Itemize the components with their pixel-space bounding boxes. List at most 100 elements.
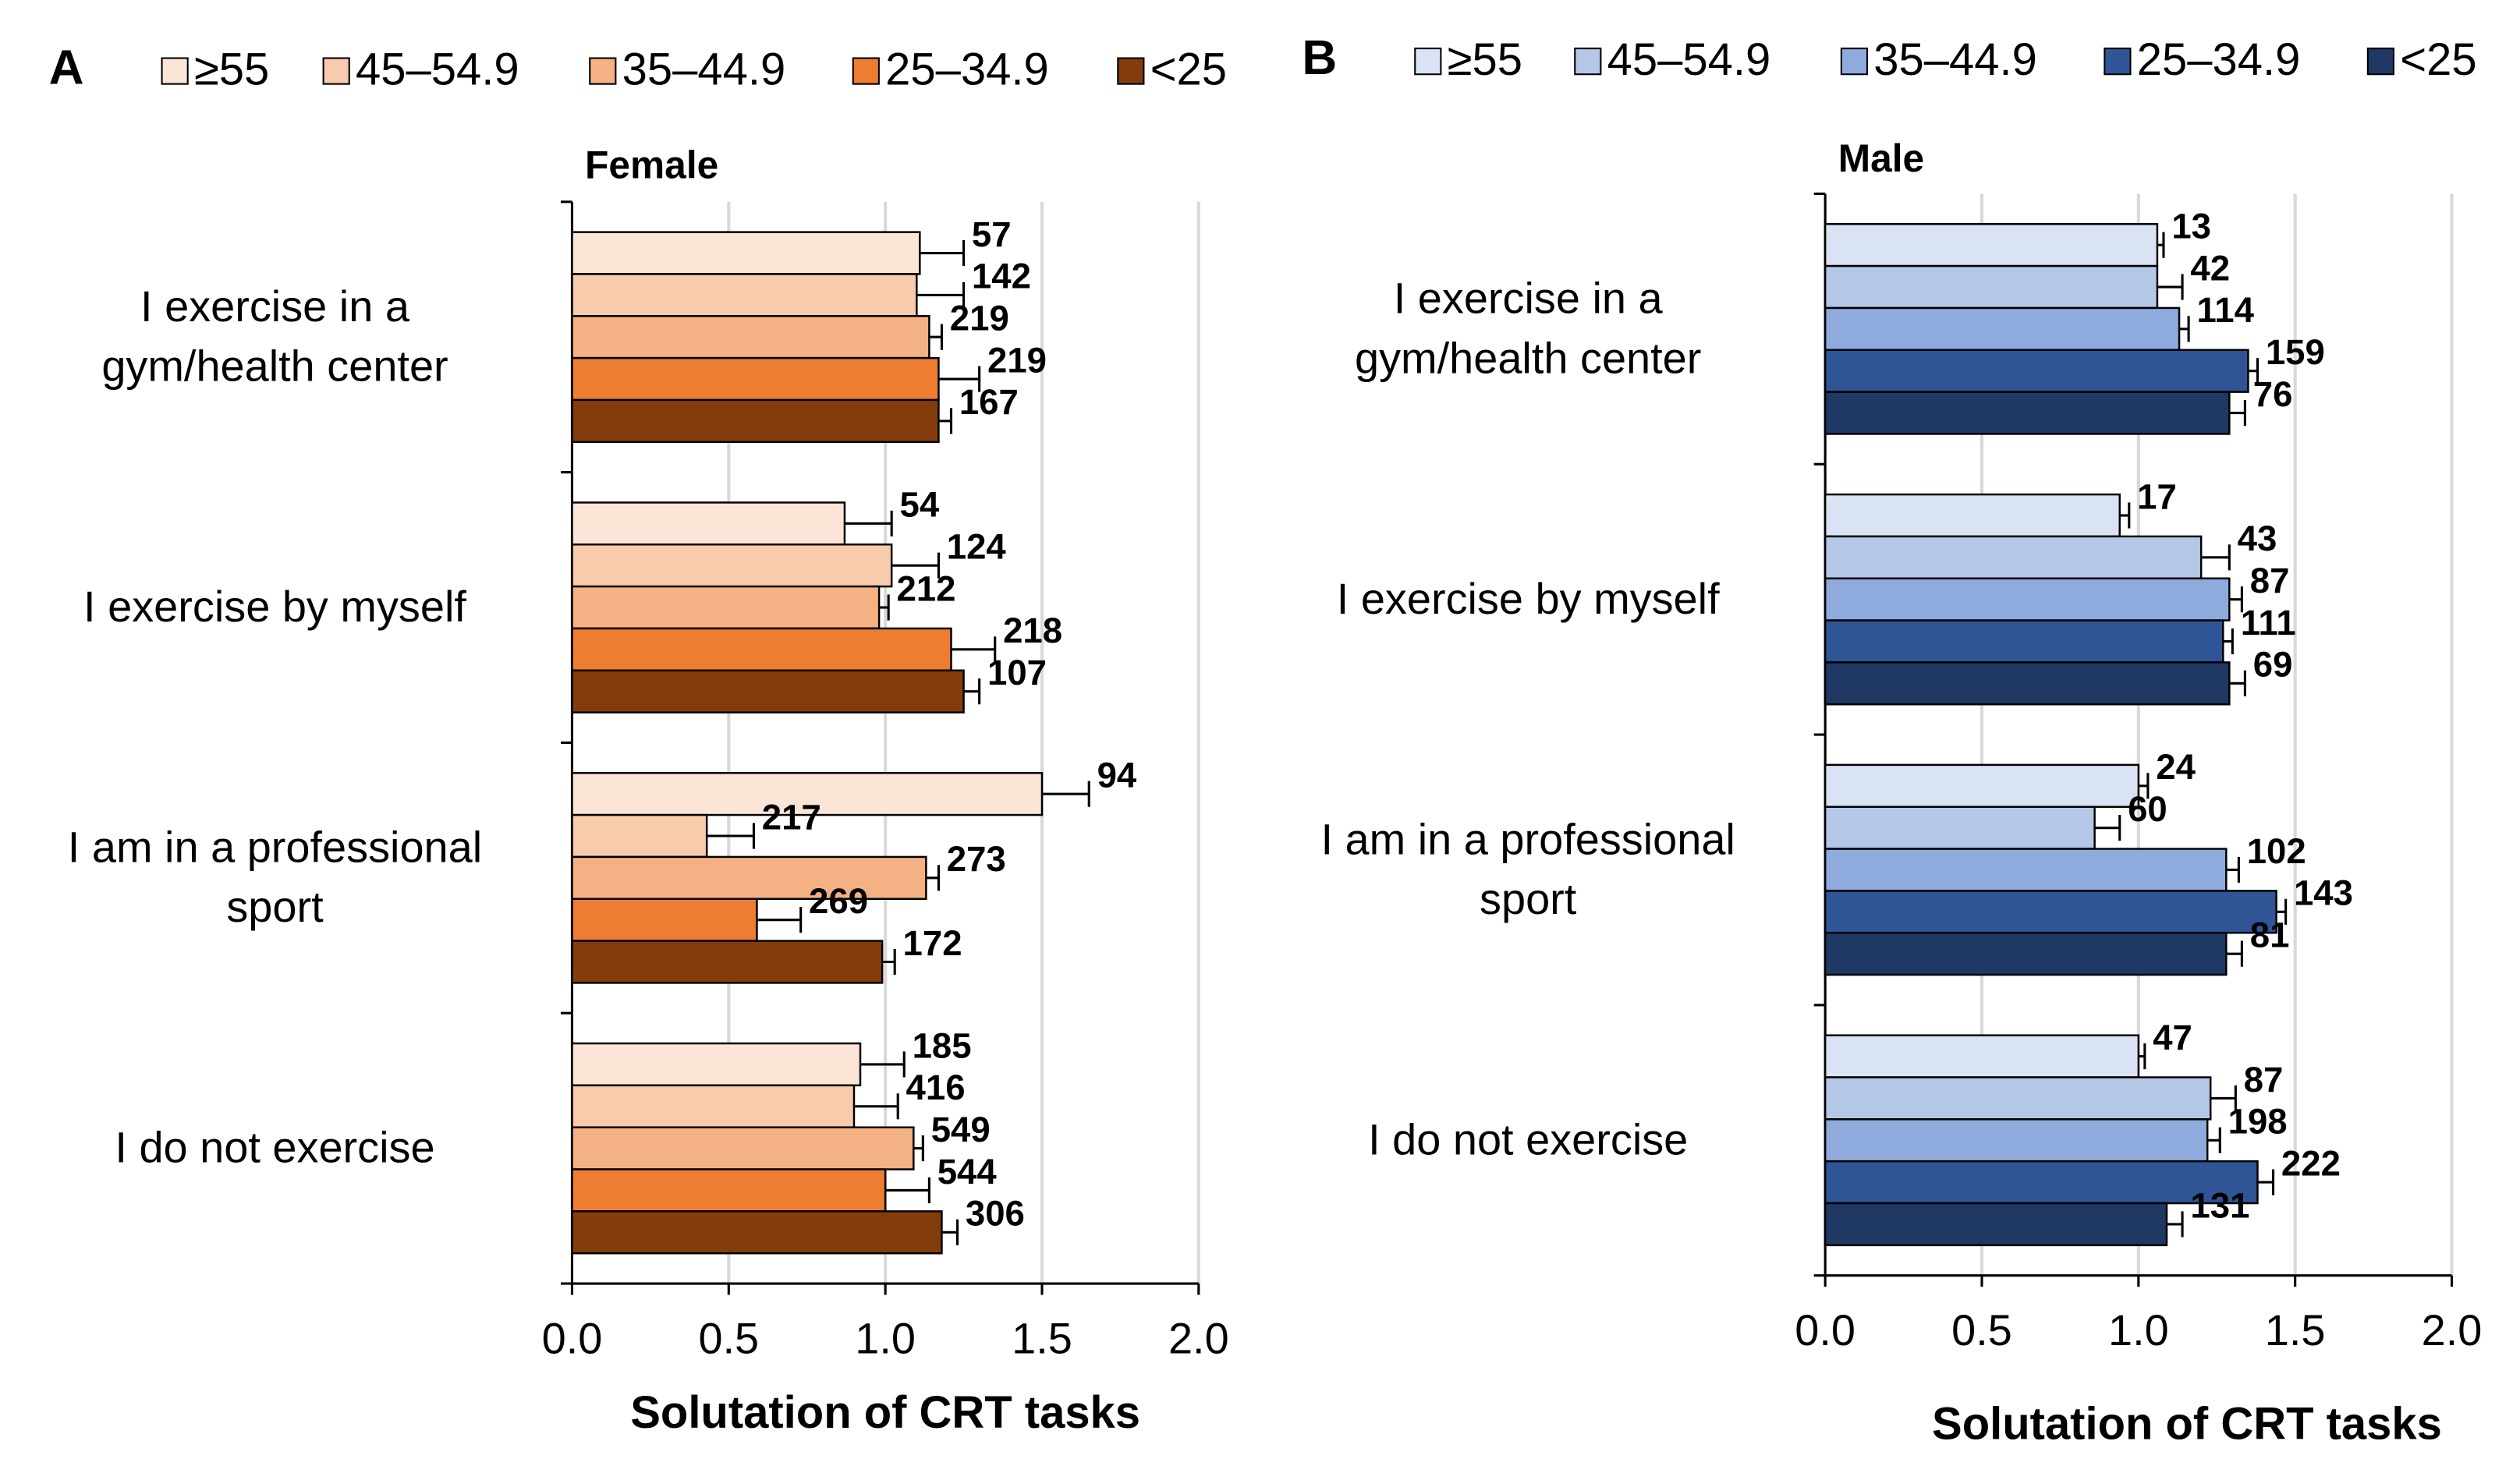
error-bar [2248,358,2259,384]
category-text: I exercise in a gym/health center [1355,274,1702,383]
category-label: I exercise by myself [1337,575,1720,623]
bar [571,898,758,942]
count-label: 114 [2196,290,2254,330]
error-bar [2201,544,2231,571]
x-tick-label: 1.0 [2108,1305,2169,1354]
bar [1824,306,2181,352]
legend-label: ≥55 [194,44,269,94]
bar [571,1210,943,1255]
legend-swatch [589,57,617,85]
bar [1824,806,2096,850]
x-tick-label: 2.0 [2422,1305,2483,1354]
x-axis-label: Solutation of CRT tasks [1932,1400,2442,1450]
error-bar [891,552,940,579]
bar [571,1126,915,1170]
error-bar [2229,670,2246,696]
error-bar [2179,316,2190,342]
count-label: 107 [987,653,1047,692]
count-label: 87 [2244,1060,2284,1100]
count-label: 111 [2241,603,2296,643]
bar [1824,1034,2140,1078]
count-label: 212 [897,568,956,608]
x-tick-label: 0.5 [1951,1305,2012,1354]
count-label: 42 [2190,248,2230,288]
bar [571,940,884,984]
error-bar [2157,274,2184,300]
bar [1824,848,2228,892]
error-bar [2226,940,2243,967]
error-bar [938,408,953,434]
error-bar [920,239,966,267]
bar [1824,890,2277,934]
count-label: 24 [2156,747,2196,787]
category-label: I do not exercise [1368,1115,1689,1164]
legend-swatch [1117,57,1145,85]
count-label: 94 [1097,755,1137,795]
count-label: 124 [947,527,1007,567]
legend-swatch [2366,48,2395,76]
count-label: 185 [913,1025,972,1065]
count-label: 218 [1003,611,1062,650]
bar [1824,1076,2212,1121]
count-label: 87 [2250,561,2290,600]
error-bar [2138,773,2150,799]
count-label: 57 [972,214,1012,254]
count-label: 159 [2266,332,2325,372]
legend-label: 35–44.9 [622,44,786,94]
error-bar [2257,1169,2275,1195]
count-label: 167 [959,382,1019,422]
error-bar [707,823,755,849]
error-bar [2223,628,2234,655]
category-label: I exercise in a gym/health center [1355,274,1702,383]
x-axis-label: Solutation of CRT tasks [630,1388,1140,1438]
x-tick-label: 1.5 [1012,1313,1072,1362]
error-bar [2229,399,2246,427]
error-bar [2226,856,2240,883]
x-tick-label: 2.0 [1168,1313,1229,1362]
category-label: I am in a professional sport [68,823,482,931]
error-bar [885,1177,930,1204]
error-bar [2138,1043,2146,1070]
legend-swatch [1414,48,1442,76]
error-bar [938,366,981,392]
count-label: 306 [966,1194,1025,1234]
panel-letter: A [49,41,84,95]
chart-title: Male [1838,136,1924,180]
count-label: 219 [950,299,1009,338]
count-label: 131 [2190,1185,2249,1225]
category-text: I do not exercise [1368,1115,1689,1164]
category-text: I exercise by myself [83,582,466,632]
count-label: 219 [987,340,1047,380]
error-bar [2119,502,2131,529]
error-bar [913,1135,924,1162]
count-label: 142 [972,257,1031,296]
bar [571,544,893,588]
error-bar [963,678,981,705]
x-tick-label: 0.5 [698,1313,759,1362]
bar [571,1042,862,1087]
error-bar [2166,1211,2184,1238]
legend-swatch [322,57,350,85]
bar [1824,493,2121,538]
category-text: I exercise in a gym/health center [101,282,448,391]
count-label: 47 [2153,1018,2192,1057]
count-label: 198 [2228,1102,2288,1142]
count-label: 269 [809,881,868,921]
count-label: 43 [2238,519,2277,558]
count-label: 76 [2253,374,2293,414]
legend-label: 45–54.9 [1607,35,1771,85]
bar [1824,264,2159,310]
error-bar [882,948,896,976]
error-bar [951,636,997,663]
legend-swatch [1574,48,1602,76]
bar [1824,349,2249,393]
bar [1824,391,2231,435]
bar [571,398,940,444]
count-label: 17 [2137,476,2177,516]
category-label: I am in a professional sport [1320,815,1735,923]
count-label: 273 [947,839,1006,879]
category-text: I do not exercise [115,1123,435,1172]
panel-letter: B [1302,31,1337,85]
error-bar [879,594,890,621]
x-tick-label: 0.0 [1795,1305,1855,1354]
